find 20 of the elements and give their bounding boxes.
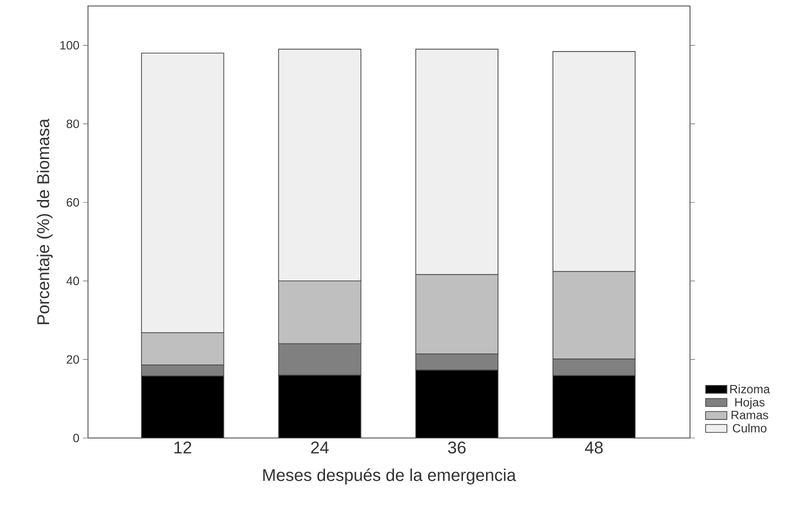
legend-label: Culmo	[732, 424, 766, 432]
y-tick-label: 60	[66, 198, 80, 207]
legend-label: Ramas	[732, 410, 768, 420]
x-tick-label: 24	[311, 442, 329, 454]
y-tick-label: 0	[73, 434, 80, 442]
legend-label: Hojas	[735, 398, 765, 409]
y-tick-label: 80	[66, 120, 80, 128]
bar	[415, 370, 498, 438]
legend-label: Rizoma	[730, 384, 770, 394]
x-tick-label: 48	[584, 442, 603, 454]
bar	[278, 374, 362, 438]
bar	[141, 376, 224, 438]
x-axis-title: Meses después de la emergencia	[263, 468, 516, 484]
x-tick-label: 12	[174, 442, 192, 454]
y-tick-label: 40	[66, 276, 80, 286]
y-tick-label: 20	[66, 355, 80, 364]
bar	[552, 375, 636, 438]
y-tick-label: 100	[60, 41, 80, 50]
x-tick-label: 36	[448, 442, 466, 454]
y-axis-title: Porcentaje (%) de Biomasa	[36, 118, 53, 324]
